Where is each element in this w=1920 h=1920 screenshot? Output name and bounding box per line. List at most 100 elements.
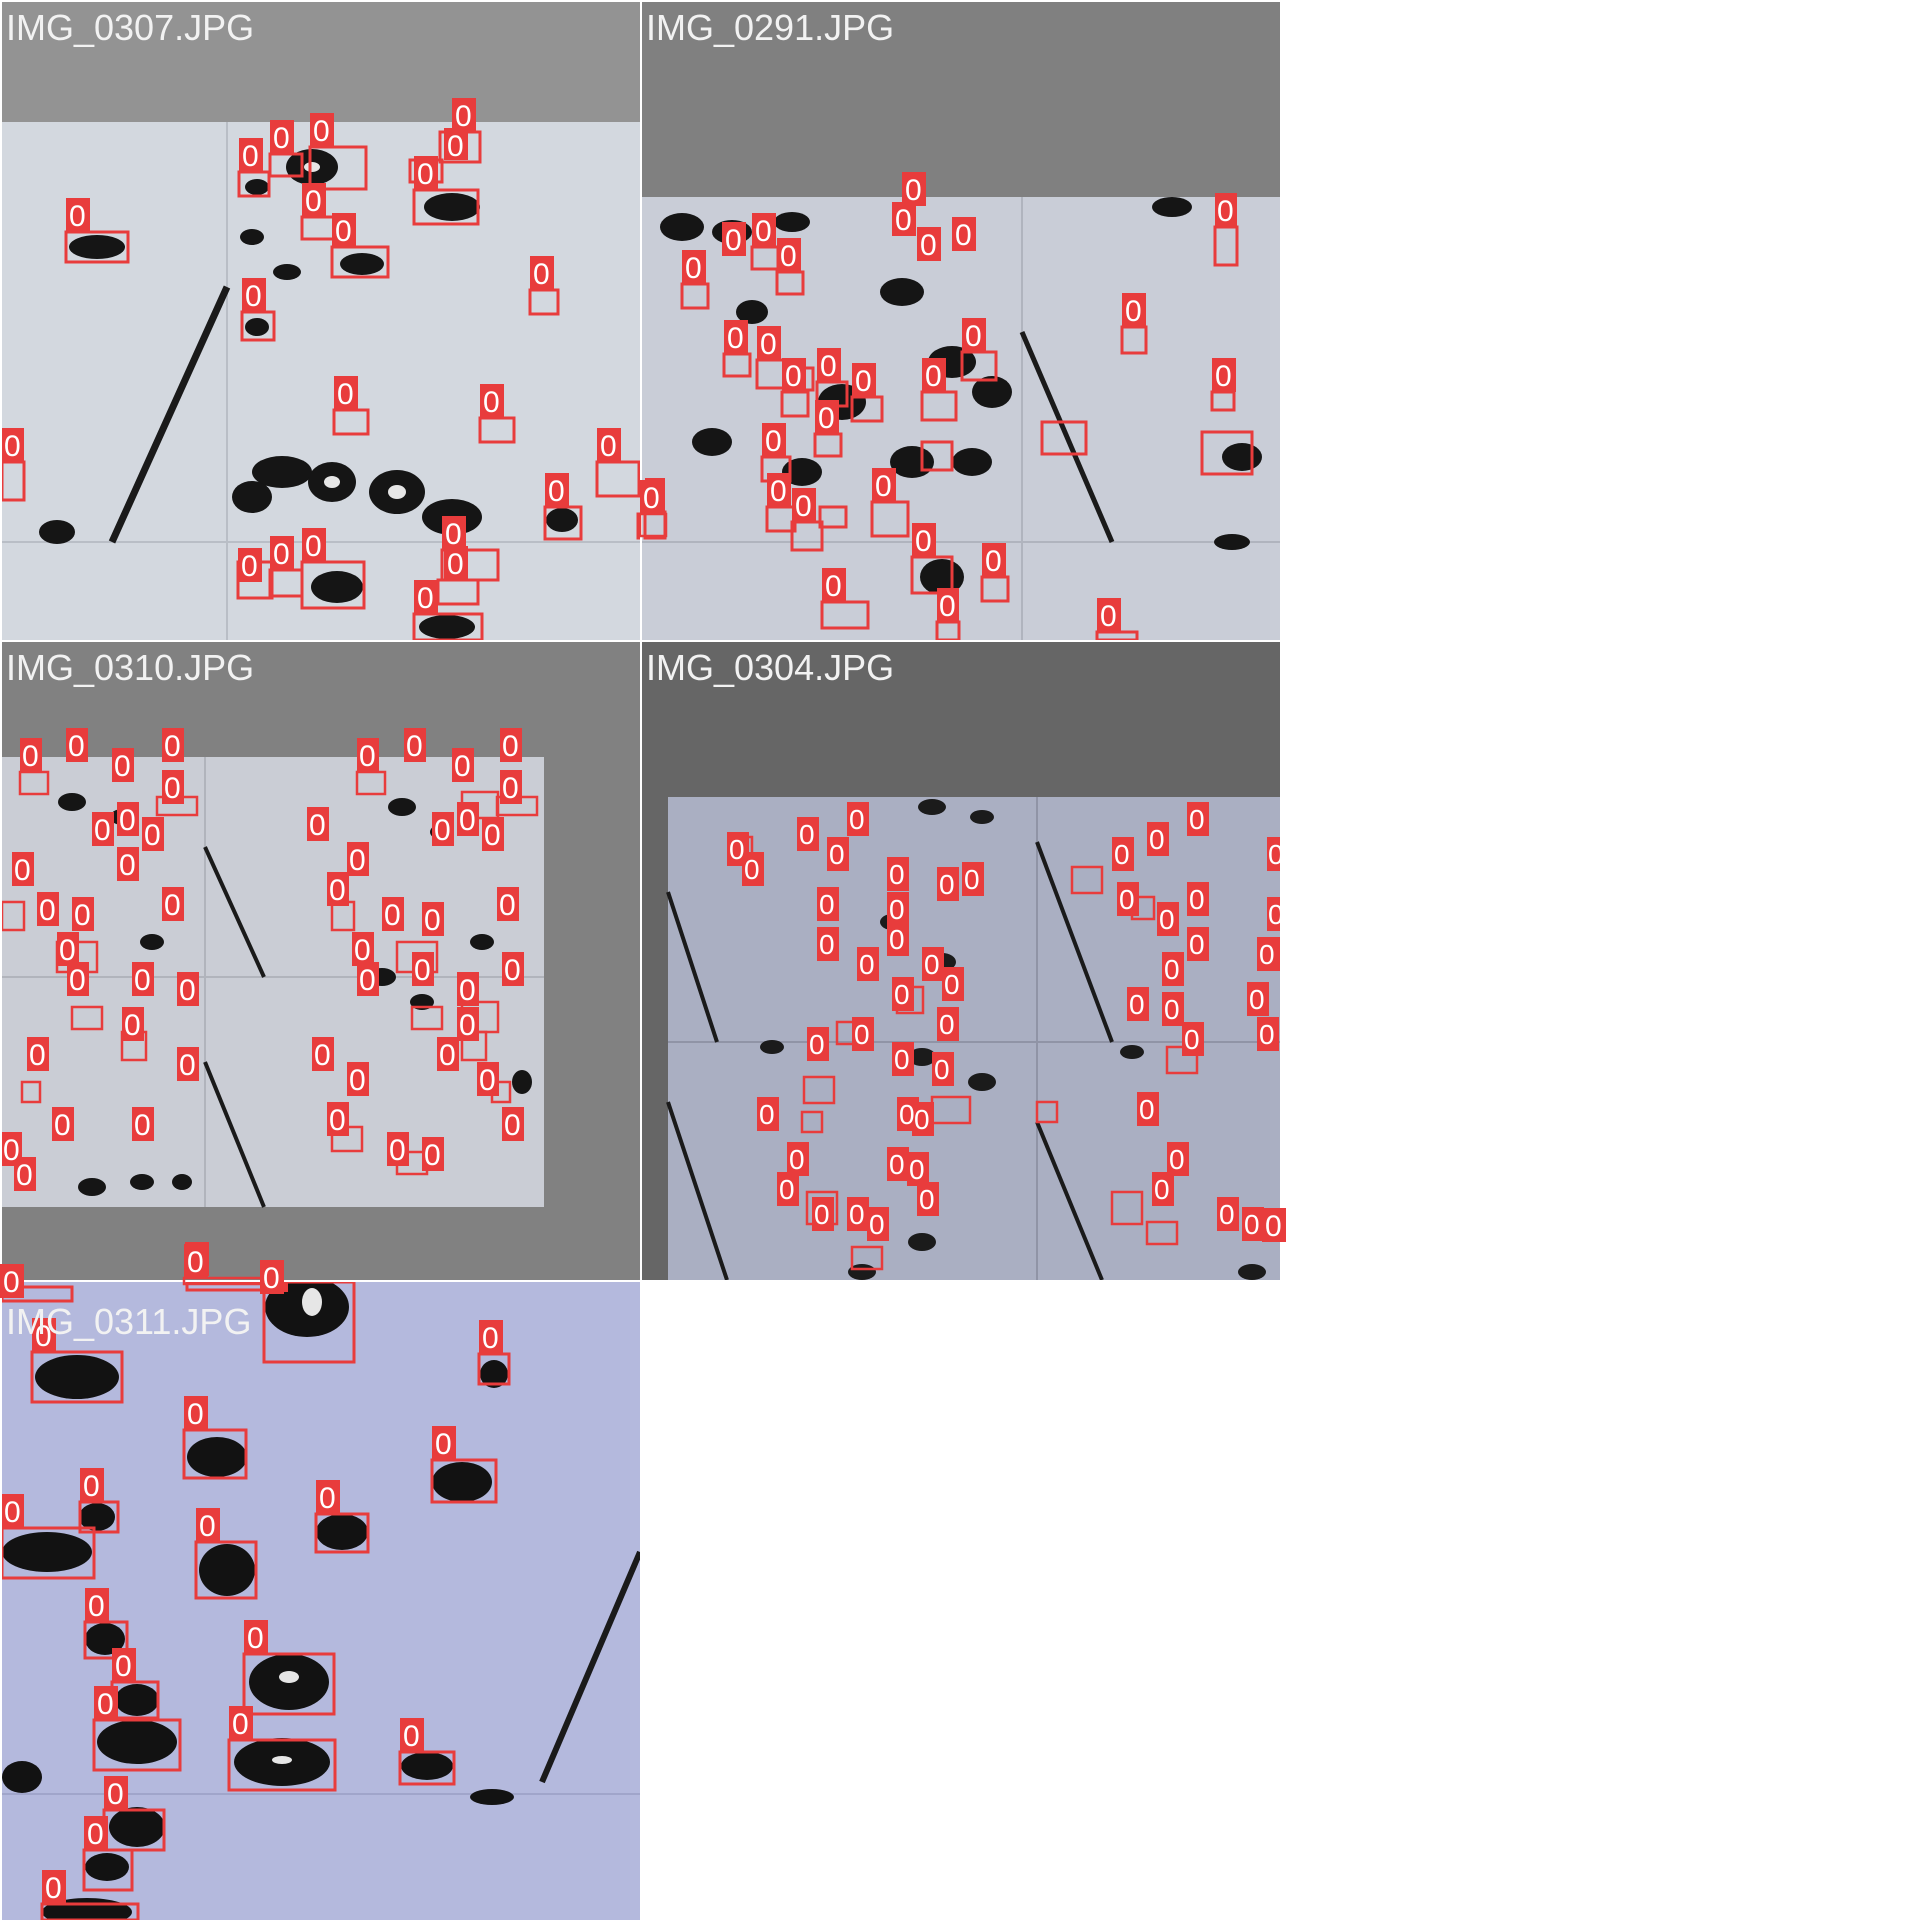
svg-text:0: 0 [329,1104,346,1137]
svg-text:0: 0 [455,100,472,133]
svg-text:0: 0 [107,1778,124,1811]
svg-text:0: 0 [939,1009,955,1040]
svg-text:0: 0 [273,538,290,571]
svg-text:0: 0 [187,1398,204,1431]
svg-text:0: 0 [119,804,136,837]
svg-text:0: 0 [944,969,960,1000]
svg-text:0: 0 [273,122,290,155]
svg-text:0: 0 [647,480,664,513]
svg-text:0: 0 [1189,929,1205,960]
svg-text:0: 0 [919,1184,935,1215]
svg-text:0: 0 [439,1039,456,1072]
svg-text:0: 0 [349,1064,366,1097]
svg-text:0: 0 [45,1872,62,1905]
svg-text:0: 0 [22,740,39,773]
svg-text:0: 0 [780,240,797,273]
svg-text:0: 0 [14,854,31,887]
svg-text:0: 0 [164,730,181,763]
mosaic-tile: 0 0 0 0 0 0 0 0 0 0 0 0 0 0 0 0 0 0 0 0 … [642,2,1280,640]
svg-text:0: 0 [770,475,787,508]
svg-text:0: 0 [889,859,905,890]
svg-text:0: 0 [869,1209,885,1240]
svg-text:0: 0 [1159,904,1175,935]
svg-text:0: 0 [1154,1174,1170,1205]
svg-text:0: 0 [548,475,565,508]
svg-text:0: 0 [199,1510,216,1543]
svg-text:0: 0 [144,819,161,852]
svg-text:0: 0 [69,200,86,233]
svg-text:0: 0 [924,949,940,980]
svg-text:0: 0 [247,1622,264,1655]
svg-text:0: 0 [814,1199,830,1230]
svg-text:0: 0 [759,1099,775,1130]
svg-text:0: 0 [889,894,905,925]
svg-text:0: 0 [179,974,196,1007]
svg-text:0: 0 [313,115,330,148]
svg-text:0: 0 [232,1708,249,1741]
svg-text:0: 0 [925,360,942,393]
svg-text:0: 0 [965,320,982,353]
svg-text:0: 0 [934,1054,950,1085]
svg-text:0: 0 [29,1039,46,1072]
svg-text:0: 0 [889,924,905,955]
svg-text:0: 0 [164,772,181,805]
svg-text:0: 0 [909,1154,925,1185]
svg-text:0: 0 [69,964,86,997]
svg-text:0: 0 [459,974,476,1007]
svg-text:0: 0 [855,365,872,398]
svg-text:0: 0 [359,740,376,773]
svg-text:0: 0 [1100,600,1117,633]
svg-text:0: 0 [454,750,471,783]
svg-text:0: 0 [305,185,322,218]
svg-text:0: 0 [1189,884,1205,915]
svg-text:0: 0 [1139,1094,1155,1125]
svg-text:0: 0 [825,570,842,603]
svg-text:0: 0 [88,1590,105,1623]
svg-text:0: 0 [905,174,922,207]
tile-image: 0 0 0 0 0 0 0 0 0 0 0 0 0 0 0 0 0 0 0 0 … [2,642,640,1280]
svg-text:0: 0 [1125,295,1142,328]
svg-text:0: 0 [600,430,617,463]
svg-text:0: 0 [403,1720,420,1753]
svg-text:0: 0 [849,1199,865,1230]
svg-text:0: 0 [964,864,980,895]
svg-text:0: 0 [829,839,845,870]
svg-text:0: 0 [1259,939,1275,970]
svg-text:0: 0 [134,1109,151,1142]
svg-text:0: 0 [685,252,702,285]
svg-text:0: 0 [447,130,464,163]
svg-text:0: 0 [305,530,322,563]
svg-text:0: 0 [1164,994,1180,1025]
svg-text:0: 0 [309,809,326,842]
mosaic-tile: 0 0 0 0 0 0 0 0 0 0 0 0 0 0 0 0 0 0 0 0 … [2,2,640,640]
svg-text:0: 0 [914,1104,930,1135]
svg-text:0: 0 [779,1174,795,1205]
svg-text:0: 0 [134,964,151,997]
svg-text:0: 0 [1164,954,1180,985]
svg-text:0: 0 [459,804,476,837]
svg-text:0: 0 [354,934,371,967]
svg-text:0: 0 [482,1322,499,1355]
svg-text:0: 0 [97,1688,114,1721]
svg-text:0: 0 [819,929,835,960]
svg-text:0: 0 [915,525,932,558]
svg-text:0: 0 [417,158,434,191]
svg-text:0: 0 [389,1134,406,1167]
svg-text:0: 0 [434,814,451,847]
svg-text:0: 0 [1219,1199,1235,1230]
svg-text:0: 0 [1169,1144,1185,1175]
svg-text:0: 0 [483,386,500,419]
svg-text:0: 0 [479,1064,496,1097]
svg-text:0: 0 [795,490,812,523]
svg-text:0: 0 [1129,989,1145,1020]
svg-text:0: 0 [894,1044,910,1075]
svg-text:0: 0 [164,889,181,922]
svg-text:0: 0 [87,1818,104,1851]
svg-text:0: 0 [1249,984,1265,1015]
svg-text:0: 0 [939,590,956,623]
svg-text:0: 0 [424,1139,441,1172]
svg-text:0: 0 [3,1134,20,1167]
svg-text:0: 0 [1215,360,1232,393]
svg-text:0: 0 [1259,1019,1275,1050]
svg-text:0: 0 [445,518,462,551]
